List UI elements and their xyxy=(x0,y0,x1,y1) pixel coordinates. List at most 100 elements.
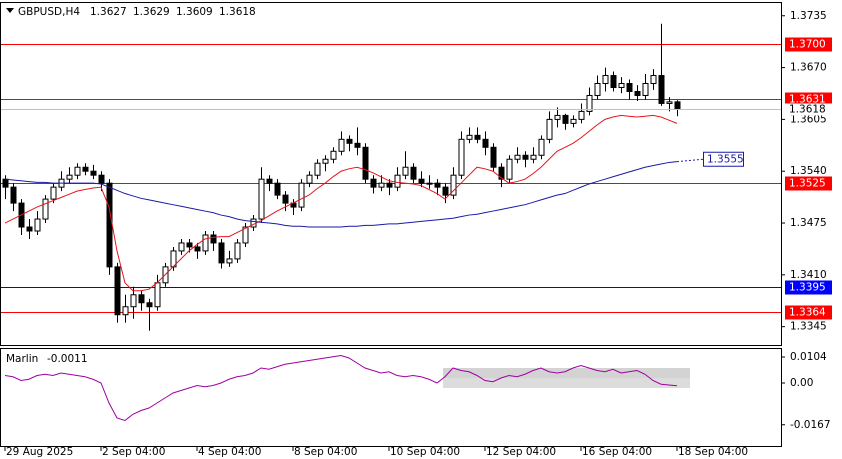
candle xyxy=(34,211,41,235)
zone-box xyxy=(443,378,690,388)
candle xyxy=(202,231,209,255)
candle-body xyxy=(650,75,657,85)
candle-body xyxy=(586,94,593,112)
level-label: 1.3525 xyxy=(785,176,832,191)
candle-body xyxy=(642,83,649,96)
indicator-line xyxy=(4,161,678,228)
candle-body xyxy=(298,182,305,208)
ma-label: 1.3555 xyxy=(707,153,744,165)
ma-label-box xyxy=(703,151,744,167)
oscillator-pane xyxy=(0,348,782,447)
close-value: 1.3618 xyxy=(219,6,256,18)
level-label-box xyxy=(785,176,832,191)
candle xyxy=(362,143,369,184)
candle xyxy=(50,183,57,204)
level-label: 1.3631 xyxy=(785,92,832,107)
candle xyxy=(234,238,241,263)
candle xyxy=(74,163,81,180)
candle xyxy=(106,179,113,275)
candle-body xyxy=(178,242,185,252)
candle-body xyxy=(218,242,225,264)
layers: 1.37351.36701.36051.35401.34751.34101.33… xyxy=(1,10,832,458)
candle-body xyxy=(450,174,457,196)
candle xyxy=(658,23,665,106)
candle-body xyxy=(498,166,505,180)
price-chart: 1.37351.36701.36051.35401.34751.34101.33… xyxy=(1,10,832,458)
open-value: 1.3627 xyxy=(90,6,127,18)
candle-body xyxy=(10,186,17,204)
candle xyxy=(42,195,49,224)
candle xyxy=(490,143,497,172)
candle xyxy=(10,183,17,212)
candle xyxy=(594,75,601,100)
candle-body xyxy=(266,178,273,184)
y-tick-label: 0.0104 xyxy=(790,351,827,363)
candle xyxy=(194,242,201,259)
candle-body xyxy=(210,234,217,244)
level-label-box xyxy=(785,280,832,295)
candle-body xyxy=(346,138,353,144)
candle xyxy=(650,69,657,90)
candle xyxy=(354,127,361,156)
candle-body xyxy=(530,154,537,160)
low-value: 1.3609 xyxy=(176,6,213,18)
candle-body xyxy=(2,178,9,188)
current-price-label: 1.3618 xyxy=(789,104,826,116)
candle-body xyxy=(386,182,393,188)
x-tick-label: 16 Sep 04:00 xyxy=(582,446,652,458)
y-tick-label: 0.00 xyxy=(790,377,813,389)
candle-body xyxy=(634,90,641,96)
zone-box xyxy=(443,368,690,378)
candle-body xyxy=(362,146,369,180)
candle xyxy=(130,286,137,319)
x-tick-label: 4 Sep 04:00 xyxy=(198,446,261,458)
candle xyxy=(282,191,289,212)
level-label-box xyxy=(785,37,832,52)
candle-body xyxy=(114,266,121,316)
y-tick-label: -0.0167 xyxy=(790,419,831,431)
indicator-line xyxy=(4,354,678,422)
candle-body xyxy=(82,166,89,172)
candle xyxy=(482,131,489,156)
level-label-box xyxy=(785,305,832,320)
y-tick-label: 1.3605 xyxy=(790,113,827,125)
symbol: GBPUSD,H4 xyxy=(18,6,80,18)
candle-body xyxy=(202,234,209,252)
candle xyxy=(322,155,329,172)
candle xyxy=(146,298,153,331)
candle xyxy=(90,164,97,180)
candle xyxy=(426,175,433,189)
candle-body xyxy=(410,166,417,180)
candle-body xyxy=(466,134,473,140)
candle xyxy=(218,238,225,269)
candle-body xyxy=(666,101,673,104)
candle-body xyxy=(474,134,481,140)
candle-body xyxy=(306,174,313,184)
candle xyxy=(434,179,441,196)
candle xyxy=(122,294,129,323)
candle xyxy=(538,135,545,160)
level-label-text: 1.3631 xyxy=(789,94,826,106)
candle-body xyxy=(570,118,577,124)
candle-body xyxy=(554,114,561,120)
current-price-box xyxy=(785,103,832,116)
candle xyxy=(402,151,409,180)
candle-body xyxy=(578,110,585,120)
candle xyxy=(418,171,425,188)
candle-body xyxy=(314,162,321,176)
level-label-box xyxy=(785,92,832,107)
level-label-text: 1.3700 xyxy=(789,39,826,51)
candle xyxy=(66,167,73,184)
candle-body xyxy=(50,186,57,200)
candle xyxy=(626,79,633,100)
candle-body xyxy=(106,182,113,268)
candle xyxy=(618,77,625,94)
candle xyxy=(546,111,553,144)
candle-body xyxy=(458,138,465,176)
candle xyxy=(442,183,449,204)
candle xyxy=(306,171,313,188)
candle-body xyxy=(130,294,137,308)
candle-body xyxy=(90,170,97,176)
y-tick-label: 1.3540 xyxy=(790,165,827,177)
candle-body xyxy=(26,226,33,232)
